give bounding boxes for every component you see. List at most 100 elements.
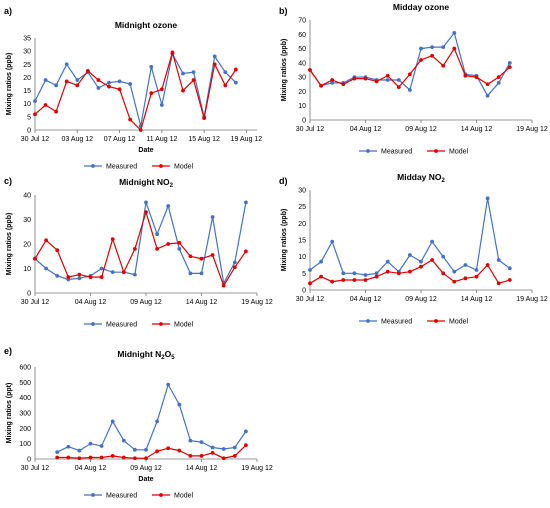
- data-point-measured: [408, 88, 412, 92]
- data-point-model: [232, 265, 237, 270]
- data-point-model: [221, 456, 226, 461]
- data-point-measured: [419, 259, 423, 264]
- data-point-model: [155, 247, 160, 251]
- x-tick-label: 19 Aug 12: [241, 465, 273, 472]
- data-point-measured: [419, 46, 423, 51]
- y-tick-label: 500: [19, 380, 31, 387]
- y-tick-label: 40: [298, 60, 306, 67]
- y-tick-label: 20: [23, 242, 31, 249]
- data-point-measured: [507, 266, 512, 271]
- data-point-model: [474, 75, 479, 80]
- series-line-measured: [34, 52, 237, 127]
- data-point-model: [396, 271, 401, 276]
- data-point-model: [110, 237, 115, 241]
- data-point-model: [452, 46, 457, 51]
- data-point-measured: [441, 254, 446, 259]
- data-point-model: [419, 58, 423, 62]
- data-point-model: [88, 455, 93, 460]
- x-tick-label: 14 Aug 12: [186, 299, 218, 306]
- data-point-model: [232, 454, 237, 458]
- data-point-measured: [55, 450, 60, 454]
- data-point-measured: [221, 447, 226, 451]
- data-point-model: [330, 279, 335, 284]
- y-tick-label: 20: [298, 89, 306, 96]
- x-tick-label: 04 Aug 12: [350, 296, 382, 303]
- data-point-model: [341, 278, 346, 282]
- data-point-model: [244, 443, 248, 448]
- data-point-measured: [133, 447, 137, 452]
- x-tick-label: 19 Aug 12: [241, 299, 273, 306]
- y-tick-label: 200: [19, 426, 31, 433]
- data-point-model: [149, 91, 154, 96]
- data-point-measured: [463, 263, 468, 267]
- x-tick-label: 30 Jul 12: [21, 465, 50, 472]
- data-point-model: [85, 68, 90, 73]
- data-point-measured: [117, 79, 122, 84]
- data-point-model: [330, 78, 335, 82]
- data-point-model: [319, 83, 323, 88]
- data-point-measured: [308, 268, 312, 272]
- chart-panel: c) Midnight NO2 Mixing ratios (ppb) 0 10 20 30…: [4, 176, 273, 329]
- y-axis-label: Mixing ratios (ppb): [281, 39, 288, 102]
- data-point-measured: [155, 419, 160, 424]
- data-point-model: [133, 456, 137, 461]
- data-point-measured: [396, 78, 401, 82]
- data-point-model: [507, 65, 512, 70]
- data-point-measured: [181, 71, 185, 76]
- data-point-measured: [244, 200, 248, 205]
- data-point-measured: [66, 444, 71, 449]
- data-point-model: [385, 73, 390, 78]
- y-axis-label: Mixing ratios (ppb): [6, 53, 13, 116]
- series-line-measured: [309, 198, 511, 276]
- data-point-model: [155, 449, 160, 454]
- legend-label: Model: [449, 319, 469, 326]
- legend-label: Model: [449, 149, 469, 156]
- x-tick-label: 14 Aug 12: [461, 296, 493, 303]
- y-tick-label: 40: [23, 193, 31, 200]
- panel-label: e): [4, 346, 12, 356]
- data-point-measured: [107, 80, 111, 85]
- chart-panel: a) Midnight ozone Mixing ratios (ppb) 0 5 10 1…: [4, 6, 262, 171]
- data-point-model: [75, 83, 80, 88]
- data-point-model: [177, 448, 182, 453]
- data-point-measured: [244, 429, 248, 434]
- data-point-model: [419, 264, 423, 269]
- data-point-model: [55, 248, 60, 253]
- data-point-measured: [166, 382, 171, 387]
- y-tick-label: 25: [298, 204, 306, 211]
- data-point-model: [385, 269, 390, 274]
- data-point-model: [166, 242, 171, 246]
- data-point-model: [181, 88, 185, 93]
- data-point-measured: [496, 80, 501, 85]
- data-point-measured: [96, 86, 101, 90]
- data-point-model: [99, 455, 104, 460]
- legend-label: Measured: [381, 149, 412, 156]
- data-point-measured: [64, 62, 69, 67]
- data-point-measured: [55, 273, 60, 278]
- data-point-measured: [133, 272, 137, 277]
- y-tick-label: 30: [23, 217, 31, 224]
- data-point-measured: [232, 260, 237, 265]
- data-point-model: [319, 274, 323, 279]
- data-point-measured: [223, 70, 228, 75]
- data-point-measured: [441, 45, 446, 50]
- data-point-model: [107, 84, 111, 89]
- data-point-model: [128, 117, 133, 122]
- data-point-measured: [452, 269, 457, 274]
- data-point-model: [507, 278, 512, 282]
- data-point-model: [55, 455, 60, 460]
- data-point-measured: [44, 266, 48, 271]
- data-point-measured: [430, 45, 434, 50]
- data-point-model: [170, 50, 175, 55]
- data-point-model: [188, 254, 193, 259]
- legend-label: Model: [174, 164, 194, 171]
- data-point-measured: [232, 445, 237, 450]
- data-point-measured: [77, 276, 82, 281]
- data-point-measured: [121, 438, 126, 443]
- data-point-model: [210, 253, 215, 257]
- data-point-measured: [507, 60, 512, 65]
- data-point-model: [77, 272, 82, 277]
- chart-panel: b) Midday ozone Mixing ratios (ppb) 0 10 20 30…: [279, 2, 548, 156]
- data-point-measured: [188, 438, 193, 443]
